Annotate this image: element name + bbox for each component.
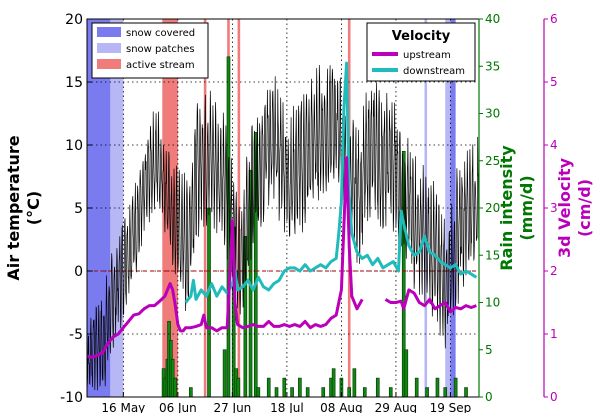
rain-axis-title-line-2: (mm/d) (517, 175, 536, 240)
rain-bar-39 (453, 377, 458, 397)
period-legend-swatch-2 (97, 59, 121, 69)
rain-bar-30 (362, 387, 367, 397)
rain-tick-label: 20 (485, 201, 500, 215)
rain-bar-14 (243, 236, 248, 397)
rain-bar-9 (222, 349, 227, 397)
rain-bar-20 (282, 377, 287, 397)
air-tick-label: 20 (65, 12, 83, 28)
velocity-legend-label: upstream (403, 50, 451, 61)
rain-bar-7 (189, 387, 193, 397)
rain-bar-17 (256, 387, 261, 397)
air-tick-label: 10 (65, 138, 83, 154)
rain-tick-label: 35 (485, 59, 500, 73)
velocity-tick-label: 2 (550, 264, 558, 278)
air-tick-label: -10 (60, 390, 83, 406)
velocity-tick-label: 1 (550, 327, 558, 341)
air-axis-title: Air temperature (°C) (4, 135, 43, 280)
velocity-legend-label: downstream (403, 66, 465, 77)
rain-bar-31 (375, 377, 380, 397)
x-tick-label: 29 Aug (375, 401, 418, 413)
velocity-tick-label: 6 (550, 12, 558, 26)
rain-bar-28 (347, 387, 351, 397)
rain-bar-36 (425, 387, 429, 397)
rain-bar-35 (414, 377, 419, 397)
period-legend-swatch-1 (97, 43, 121, 53)
rain-bar-27 (339, 377, 344, 397)
rain-bar-8 (207, 207, 211, 397)
air-tick-label: -5 (69, 327, 83, 343)
air-axis-title-line-2: (°C) (24, 191, 43, 225)
period-legend-label: snow covered (126, 28, 195, 39)
rain-axis-title: Rain intensity (mm/d) (497, 145, 536, 271)
air-temperature-series (87, 64, 479, 391)
x-tick-label: 27 Jun (213, 401, 251, 413)
x-tick-label: 06 Jun (159, 401, 197, 413)
air-temperature-line (87, 64, 479, 391)
air-tick-label: 5 (74, 201, 83, 217)
rain-bar-33 (401, 151, 406, 397)
period-legend-label: snow patches (126, 44, 195, 55)
period-legend-swatch-0 (97, 27, 121, 37)
air-tick-label: 15 (65, 75, 83, 91)
rain-bar-6 (173, 377, 178, 397)
rain-tick-label: 0 (485, 390, 493, 404)
legends: snow covered snow patches active stream Vel… (91, 22, 476, 82)
period-legend-label: active stream (126, 60, 195, 71)
velocity-tick-label: 3 (550, 201, 558, 215)
rain-bar-24 (321, 387, 326, 397)
velocity-axis-title-line-2: (cm/d) (575, 179, 594, 237)
rain-bar-37 (435, 377, 440, 397)
period-band-9 (450, 19, 456, 397)
velocity-legend: Velocity upstream downstream (366, 22, 476, 82)
period-legend: snow covered snow patches active stream (91, 22, 209, 79)
velocity-tick-label: 0 (550, 390, 558, 404)
rain-bar-16 (253, 132, 258, 397)
velocity-series (87, 61, 478, 359)
period-band-0 (87, 19, 111, 397)
rain-bar-34 (404, 349, 409, 397)
rain-bar-22 (298, 377, 302, 397)
air-axis-title-line-1: Air temperature (4, 135, 23, 280)
rain-bar-29 (352, 368, 357, 397)
velocity-axis-title-line-1: 3d Velocity (555, 157, 574, 258)
rain-tick-label: 25 (485, 154, 500, 168)
rain-bar-40 (464, 387, 468, 397)
velocity-axis-title: 3d Velocity (cm/d) (555, 157, 594, 258)
rain-bar-26 (331, 368, 336, 397)
rain-tick-label: 30 (485, 107, 500, 121)
rain-bar-38 (443, 387, 448, 397)
rain-bar-19 (274, 387, 279, 397)
x-tick-label: 08 Aug (320, 401, 363, 413)
rain-bar-32 (388, 387, 393, 397)
upstream-velocity-line-segment-2 (384, 288, 477, 314)
velocity-tick-label: 4 (550, 138, 558, 152)
air-tick-label: 0 (74, 264, 83, 280)
rain-tick-label: 40 (485, 12, 500, 26)
rain-tick-label: 10 (485, 296, 500, 310)
rain-tick-label: 15 (485, 248, 500, 262)
velocity-legend-title: Velocity (392, 29, 451, 44)
x-tick-label: 16 May (101, 401, 145, 413)
velocity-tick-label: 5 (550, 75, 558, 89)
rain-bar-13 (236, 377, 241, 397)
rain-bar-23 (305, 387, 310, 397)
upstream-velocity-line (87, 156, 364, 359)
rain-bar-21 (290, 387, 294, 397)
x-tick-label: 19 Sep (430, 401, 472, 413)
rain-axis-title-line-1: Rain intensity (497, 145, 516, 271)
x-tick-label: 18 Jul (270, 401, 304, 413)
rain-bar-18 (266, 377, 271, 397)
rain-tick-label: 5 (485, 343, 493, 357)
